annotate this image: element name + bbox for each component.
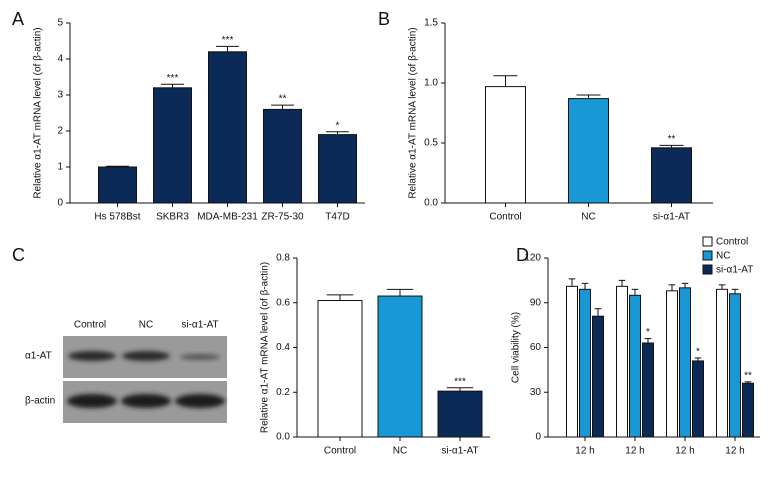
x-tick-label: si-α1-AT	[653, 212, 690, 223]
legend-label: si-α1-AT	[716, 265, 753, 276]
x-tick-label: 12 h	[575, 446, 594, 457]
bar	[616, 285, 628, 438]
y-tick-label: 0.4	[276, 342, 290, 353]
legend-label: Control	[716, 237, 748, 248]
blot-band	[122, 351, 170, 361]
significance: ***	[167, 73, 179, 84]
lane-label: si-α1-AT	[181, 320, 218, 331]
bar	[317, 300, 363, 438]
bar	[729, 293, 741, 438]
y-axis-label: Relative α1-AT mRNA level (of β-actin)	[260, 262, 271, 433]
panel-label: B	[378, 9, 390, 29]
y-tick-label: 90	[530, 297, 542, 308]
y-tick-label: 0	[535, 432, 541, 443]
bar	[666, 290, 678, 438]
y-tick-label: 0.6	[276, 297, 290, 308]
bar	[629, 294, 641, 438]
bar	[651, 147, 692, 204]
x-tick-label: 12 h	[725, 446, 744, 457]
y-tick-label: 0	[57, 198, 63, 209]
western-blot: Control NC si-α1-AT α1-AT β-actin	[25, 320, 227, 423]
bar	[377, 295, 423, 438]
legend-swatch	[702, 250, 713, 261]
y-tick-label: 120	[524, 253, 541, 264]
significance: ***	[454, 376, 466, 387]
y-tick-label: 3	[57, 90, 63, 101]
y-tick-label: 1.5	[424, 18, 438, 29]
panel-label: C	[12, 245, 25, 265]
bar	[485, 86, 526, 204]
x-tick-label: Control	[489, 212, 521, 223]
y-tick-label: 0.0	[424, 198, 438, 209]
bar	[208, 51, 247, 204]
bar	[692, 360, 704, 438]
x-tick-label: ZR-75-30	[261, 212, 304, 223]
blot-band	[67, 394, 117, 408]
significance: **	[279, 94, 287, 105]
significance: **	[744, 370, 752, 381]
x-tick-label: Hs 578Bst	[94, 212, 140, 223]
significance: *	[336, 120, 340, 131]
bar	[98, 166, 137, 204]
blot-band	[121, 394, 171, 408]
bar	[642, 342, 654, 438]
bar	[592, 315, 604, 438]
x-tick-label: Control	[324, 446, 356, 457]
y-tick-label: 0.2	[276, 387, 290, 398]
significance: **	[668, 134, 676, 145]
significance: *	[646, 327, 650, 338]
y-tick-label: 0.0	[276, 432, 290, 443]
bar	[566, 285, 578, 438]
y-tick-label: 0.5	[424, 138, 438, 149]
blot-band	[68, 351, 116, 361]
bar	[263, 108, 302, 204]
y-tick-label: 30	[530, 387, 542, 398]
significance: ***	[222, 35, 234, 46]
y-tick-label: 60	[530, 342, 542, 353]
bar	[153, 87, 192, 204]
x-tick-label: NC	[581, 212, 595, 223]
x-tick-label: T47D	[325, 212, 349, 223]
legend-swatch	[702, 264, 713, 275]
row-label: α1-AT	[25, 351, 52, 362]
x-tick-label: MDA-MB-231	[197, 212, 258, 223]
panel-label: A	[12, 9, 24, 29]
significance: *	[696, 347, 700, 358]
bar	[318, 134, 357, 204]
x-tick-label: NC	[393, 446, 407, 457]
legend-label: NC	[716, 251, 730, 262]
blot-band	[175, 394, 225, 408]
legend-swatch	[702, 236, 713, 247]
bar	[716, 288, 728, 438]
bar	[437, 390, 483, 438]
y-axis-label: Cell viability (%)	[511, 312, 522, 383]
y-axis-label: Relative α1-AT mRNA level (of β-actin)	[33, 27, 44, 198]
blot-band	[180, 354, 220, 360]
bar	[742, 382, 754, 438]
x-tick-label: 12 h	[675, 446, 694, 457]
lane-label: Control	[74, 320, 106, 331]
x-tick-label: 12 h	[625, 446, 644, 457]
bar	[579, 288, 591, 438]
row-label: β-actin	[25, 396, 55, 407]
bar	[679, 287, 691, 438]
x-tick-label: si-α1-AT	[441, 446, 478, 457]
y-tick-label: 1	[57, 162, 63, 173]
lane-label: NC	[139, 320, 153, 331]
y-tick-label: 5	[57, 18, 63, 29]
y-axis-label: Relative α1-AT mRNA level (of β-actin)	[408, 27, 419, 198]
bar	[568, 98, 609, 204]
x-tick-label: SKBR3	[156, 212, 189, 223]
y-tick-label: 1.0	[424, 78, 438, 89]
y-tick-label: 0.8	[276, 253, 290, 264]
y-tick-label: 4	[57, 54, 63, 65]
panel-label: D	[516, 245, 529, 265]
y-tick-label: 2	[57, 126, 63, 137]
